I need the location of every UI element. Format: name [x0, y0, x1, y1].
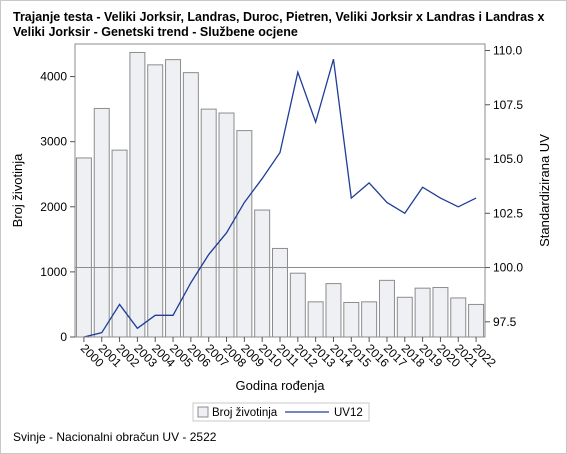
bar-2010 — [254, 209, 271, 338]
bar-2015 — [343, 301, 360, 338]
y-right-tick-label: 97.5 — [493, 315, 517, 329]
y-axis-right-label: Standardizirana UV — [537, 134, 552, 247]
bar-2011 — [272, 247, 288, 338]
bar-2002 — [111, 149, 128, 338]
uv12-line — [83, 59, 477, 338]
bar-2006 — [182, 72, 199, 338]
y-left-tick-label: 0 — [60, 330, 67, 344]
bar-2022 — [468, 303, 485, 338]
bar-2009 — [236, 130, 253, 338]
y-axis-left-label: Broj životinja — [10, 153, 25, 227]
y-left-tick-label: 4000 — [40, 70, 67, 84]
legend-box — [192, 402, 370, 422]
bar-2012 — [289, 272, 306, 338]
y-axis-right: 97.5 100.0 102.5 105.0 107.5 110.0 — [485, 44, 523, 329]
bar-2013 — [307, 301, 324, 338]
bar-2019 — [414, 287, 431, 338]
legend: Broj životinja UV12 — [192, 402, 370, 422]
y-right-tick-label: 110.0 — [493, 44, 522, 58]
y-axis-left: 0 1000 2000 3000 4000 — [40, 70, 75, 344]
y-right-tick-label: 105.0 — [493, 152, 523, 166]
bar-2017 — [378, 279, 395, 338]
bar-series — [75, 51, 485, 338]
bar-2007 — [200, 108, 217, 338]
bar-2001 — [93, 107, 110, 338]
bar-2014 — [325, 283, 342, 338]
legend-swatch-bars — [197, 406, 209, 418]
x-axis: 2000200120022003200420052006200720082009… — [78, 337, 499, 370]
bar-2018 — [396, 296, 413, 338]
y-left-tick-label: 3000 — [40, 135, 67, 149]
bar-2000 — [75, 157, 92, 338]
bar-2021 — [450, 297, 467, 338]
y-right-tick-label: 100.0 — [493, 261, 523, 275]
x-axis-label: Godina rođenja — [236, 378, 326, 393]
bar-2003 — [129, 51, 146, 338]
legend-label-line: UV12 — [334, 407, 363, 419]
bar-2004 — [147, 64, 164, 338]
y-right-tick-label: 107.5 — [493, 98, 523, 112]
line-series — [83, 59, 477, 338]
bar-2020 — [432, 287, 449, 338]
chart-title: Trajanje testa - Veliki Jorksir, Landras… — [13, 10, 545, 39]
bar-2005 — [165, 59, 182, 338]
chart-footnote: Svinje - Nacionalni obračun UV - 2522 — [13, 430, 217, 444]
y-right-tick-label: 102.5 — [493, 206, 523, 220]
y-left-tick-label: 1000 — [40, 265, 67, 279]
legend-label-bars: Broj životinja — [212, 407, 278, 419]
y-left-tick-label: 2000 — [40, 200, 67, 214]
bar-2016 — [361, 301, 378, 338]
